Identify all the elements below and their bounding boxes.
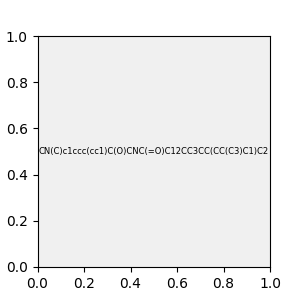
Text: CN(C)c1ccc(cc1)C(O)CNC(=O)C12CC3CC(CC(C3)C1)C2: CN(C)c1ccc(cc1)C(O)CNC(=O)C12CC3CC(CC(C3… [39, 147, 269, 156]
